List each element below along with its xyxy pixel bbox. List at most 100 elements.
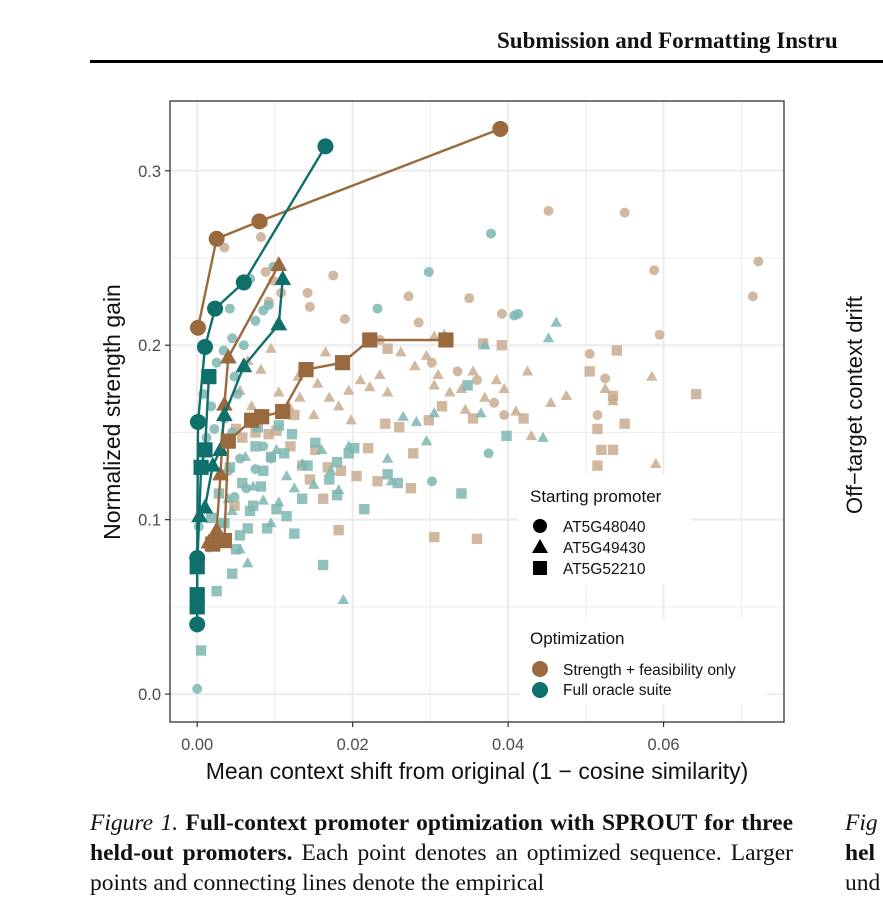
legend-color-label-1: Full oracle suite bbox=[563, 682, 672, 699]
strength-triangle-point bbox=[343, 384, 355, 395]
y-tick-label: 0.2 bbox=[138, 337, 161, 355]
frontier-full-circle-point bbox=[207, 300, 224, 317]
full-square-point bbox=[501, 430, 512, 442]
strength-circle-point bbox=[339, 314, 350, 325]
strength-circle-point bbox=[753, 256, 764, 267]
y-ticks: 0.0 0.1 0.2 0.3 bbox=[138, 163, 170, 704]
frontier-strength-triangle-point bbox=[270, 256, 288, 272]
right-caption-line-2: und bbox=[845, 870, 881, 896]
x-ticks: 0.00 0.02 0.04 0.06 bbox=[181, 722, 680, 754]
x-tick-label: 0.06 bbox=[647, 736, 679, 754]
strength-square-point bbox=[230, 423, 242, 435]
full-square-point bbox=[343, 448, 354, 459]
strength-triangle-point bbox=[332, 400, 345, 411]
frontier-full-circle-point bbox=[317, 138, 334, 155]
strength-circle-point bbox=[472, 375, 482, 386]
full-circle-point bbox=[224, 303, 235, 314]
frontier-strength-triangle-point bbox=[208, 521, 225, 537]
strength-circle-point bbox=[654, 329, 665, 340]
full-circle-point bbox=[483, 448, 494, 459]
strength-triangle-point bbox=[245, 400, 258, 411]
full-circle-point bbox=[227, 333, 238, 344]
full-square-point bbox=[317, 559, 329, 571]
full-triangle-point bbox=[239, 450, 252, 462]
strength-square-point bbox=[394, 421, 405, 433]
strength-triangle-point bbox=[374, 368, 386, 380]
right-panel-ylabel: Off−target context drift bbox=[842, 296, 867, 514]
strength-square-point bbox=[304, 474, 316, 485]
strength-circle-point bbox=[464, 293, 475, 304]
frontier-full-square-point bbox=[189, 599, 205, 615]
full-circle-point bbox=[206, 401, 217, 412]
x-axis-label: Mean context shift from original (1 − co… bbox=[206, 758, 749, 784]
legend-color: Optimization Strength + feasibility only… bbox=[519, 618, 767, 704]
full-square-point bbox=[286, 428, 298, 440]
y-tick-label: 0.1 bbox=[138, 512, 161, 530]
full-circle-point bbox=[513, 308, 524, 319]
strength-triangle-point bbox=[308, 409, 320, 420]
full-square-point bbox=[331, 490, 343, 501]
full-triangle-point bbox=[325, 464, 337, 475]
strength-square-point bbox=[584, 366, 595, 377]
full-triangle-point bbox=[273, 496, 285, 507]
frontier-line-strength-circle bbox=[196, 127, 501, 329]
strength-square-point bbox=[607, 390, 619, 402]
frontier-full-triangle-point bbox=[212, 441, 229, 456]
full-triangle-point bbox=[308, 478, 320, 489]
frontier-full-triangle-point bbox=[196, 498, 214, 514]
full-square-point bbox=[244, 505, 256, 517]
strength-triangle-point bbox=[265, 342, 277, 353]
full-triangle-point bbox=[537, 431, 549, 442]
full-square-point bbox=[242, 523, 253, 534]
full-square-point bbox=[226, 568, 238, 579]
strength-circle-point bbox=[255, 232, 266, 243]
full-triangle-point bbox=[479, 339, 491, 350]
frontier-line-full-triangle bbox=[198, 278, 284, 517]
strength-square-point bbox=[596, 444, 607, 456]
frontier-strength-square-point bbox=[438, 332, 454, 348]
full-triangle-point bbox=[337, 593, 350, 605]
full-square-point bbox=[224, 462, 236, 473]
full-square-point bbox=[261, 523, 273, 534]
strength-square-point bbox=[322, 462, 333, 473]
full-square-point bbox=[349, 442, 360, 454]
full-triangle-point bbox=[257, 494, 269, 505]
full-square-point bbox=[265, 451, 277, 463]
full-square-point bbox=[211, 585, 222, 597]
strength-square-point bbox=[607, 444, 619, 456]
frontier-full-square-point bbox=[197, 442, 213, 458]
strength-square-point bbox=[471, 533, 483, 545]
strength-circle-point bbox=[619, 207, 630, 218]
strength-triangle-point bbox=[428, 330, 440, 341]
frontier-strength-triangle-point bbox=[219, 348, 237, 364]
full-triangle-point bbox=[397, 410, 409, 421]
strength-triangle-point bbox=[420, 349, 433, 360]
strength-square-point bbox=[362, 442, 374, 454]
strength-circle-point bbox=[543, 205, 554, 216]
full-square-point bbox=[258, 465, 269, 477]
frontier-strength-circle-point bbox=[251, 213, 268, 230]
full-square-point bbox=[271, 503, 282, 515]
strength-square-point bbox=[518, 413, 529, 424]
full-square-point bbox=[296, 493, 308, 504]
full-circle-point bbox=[232, 389, 243, 400]
strength-triangle-point bbox=[525, 429, 538, 441]
full-square-point bbox=[237, 477, 248, 489]
full-circle-point bbox=[250, 315, 261, 326]
strength-triangle-point bbox=[510, 405, 522, 416]
full-square-point bbox=[279, 448, 290, 459]
frontier-strength-circle-point bbox=[208, 230, 225, 247]
frontier-strength-square-point bbox=[362, 332, 378, 348]
running-header: Submission and Formatting Instru bbox=[497, 28, 838, 53]
frontier-strength-square-point bbox=[298, 362, 314, 378]
frontier-strength-triangle-point bbox=[212, 465, 229, 481]
full-triangle-point bbox=[242, 557, 254, 568]
strength-square-point bbox=[263, 428, 274, 440]
frontier-full-square-point bbox=[193, 459, 209, 475]
strength-triangle-point bbox=[381, 386, 394, 397]
frontier-strength-circle-point bbox=[492, 120, 509, 137]
full-square-point bbox=[392, 477, 403, 489]
strength-triangle-point bbox=[650, 457, 662, 468]
full-triangle-point bbox=[226, 504, 238, 516]
strength-triangle-point bbox=[319, 346, 332, 357]
